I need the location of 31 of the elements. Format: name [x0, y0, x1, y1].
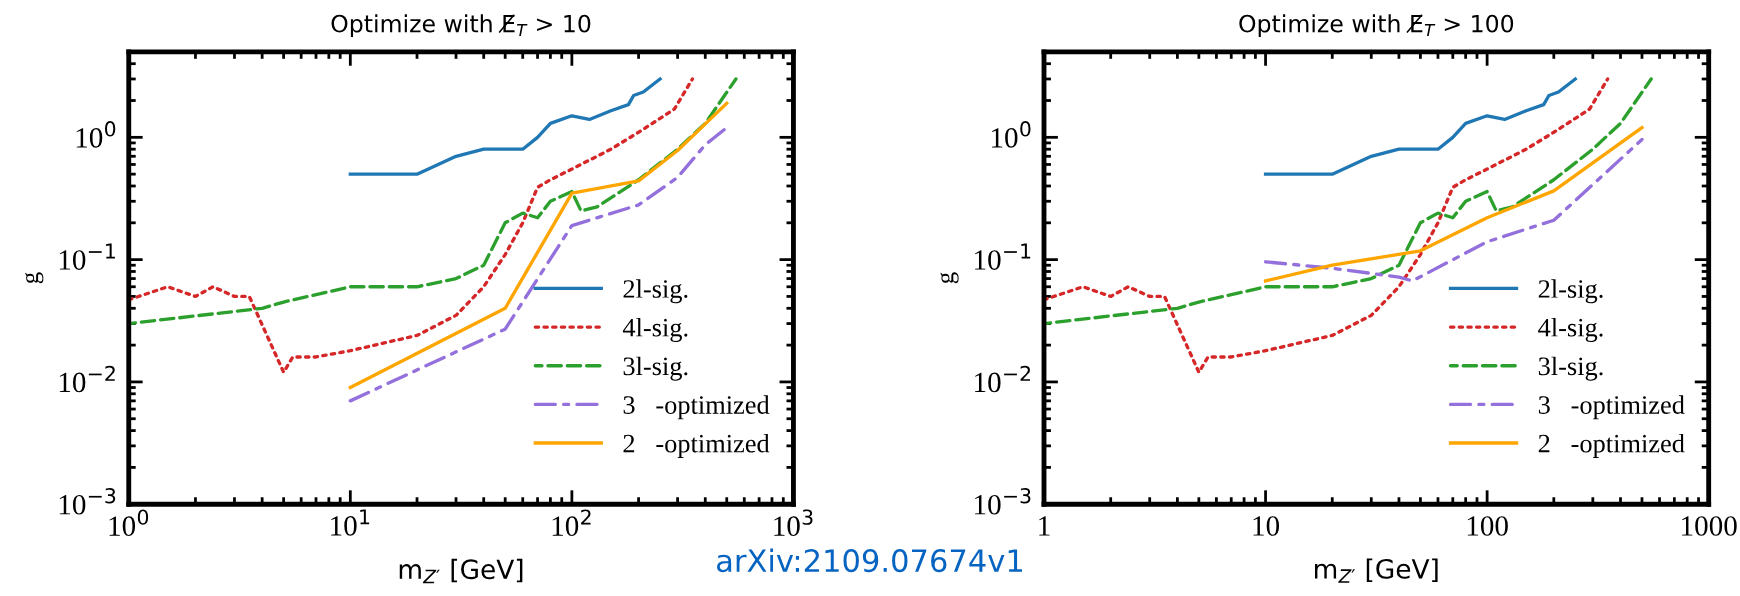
legend-label: 2 -optimized — [1538, 433, 1685, 458]
legend-label: 3l-sig. — [623, 356, 688, 381]
x-tick-label: 1000 — [1682, 516, 1737, 536]
y-tick-label: 10$^{−1}$ — [59, 243, 115, 270]
y-axis-title: g — [940, 272, 959, 284]
y-axis-title: g — [25, 272, 44, 284]
x-axis-title: m$_{Z′}$ [GeV] — [1315, 558, 1438, 583]
legend-label: 2 -optimized — [623, 433, 770, 458]
y-tick-label: 10$^{−1}$ — [975, 243, 1031, 270]
x-tick-label: 10$^{3}$ — [774, 509, 813, 537]
x-tick-label: 10$^{1}$ — [331, 509, 370, 536]
y-tick-label: 10$^{0}$ — [76, 121, 116, 148]
y-tick-label: 10$^{−2}$ — [975, 365, 1031, 393]
y-tick-label: 10$^{−3}$ — [975, 487, 1031, 515]
text: arXiv:2109.07674v1 — [717, 548, 1022, 573]
x-tick-label: 10$^{2}$ — [552, 509, 591, 537]
y-tick-label: 10$^{−2}$ — [59, 365, 115, 393]
y-tick-label: 10$^{0}$ — [992, 121, 1031, 148]
legend-label: 4l-sig. — [1538, 317, 1603, 342]
x-tick-label: 10 — [1253, 516, 1280, 536]
legend-label: 3l-sig. — [1538, 356, 1603, 381]
legend-label: 4l-sig. — [622, 317, 688, 342]
x-axis-title: m$_{Z′}$ [GeV] — [399, 558, 523, 584]
x-tick-label: 100 — [1467, 516, 1508, 536]
chart-title: Optimize with E̸$_{T}$ > 100 — [1239, 14, 1514, 38]
legend-label: 2l-sig. — [623, 279, 688, 304]
chart-title: Optimize with E̸$_{T}$ > 10 — [331, 14, 591, 38]
x-tick-label: 1 — [1039, 516, 1050, 536]
legend-label: 3 -optimized — [623, 395, 770, 420]
legend-label: 2l-sig. — [1538, 279, 1603, 304]
legend-label: 3 -optimized — [1538, 395, 1685, 420]
